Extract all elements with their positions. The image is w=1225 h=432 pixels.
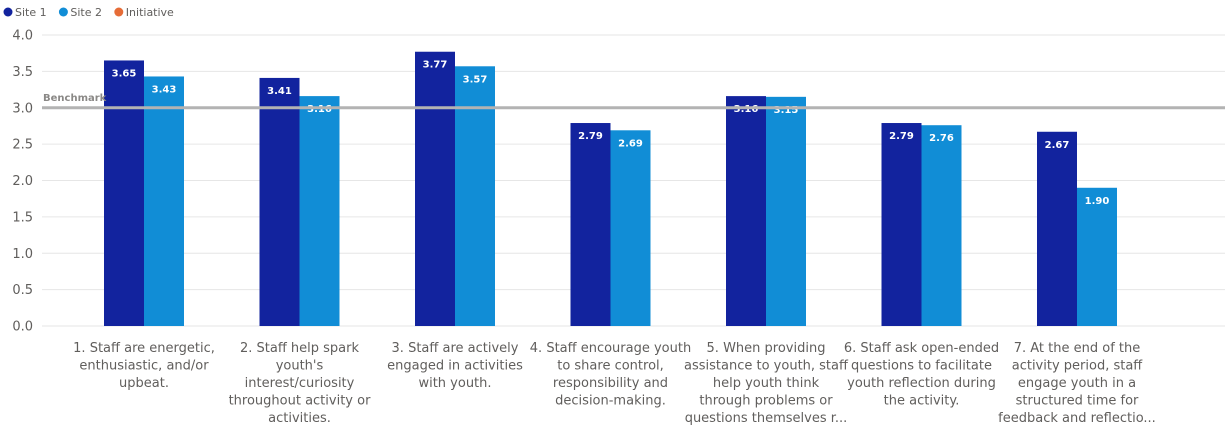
data-label-2-7: 1.90 (1085, 196, 1110, 207)
category-label-line: 5. When providing (707, 341, 826, 356)
category-label-line: help youth think (713, 376, 820, 391)
category-label-line: through problems or (699, 394, 833, 409)
category-label-line: questions to facilitate (851, 359, 992, 374)
data-label-2-1: 3.43 (152, 84, 177, 95)
category-label-line: responsibility and (553, 376, 668, 391)
bar-2-7 (1077, 187, 1117, 326)
category-label-6: 6. Staff ask open-ended questions to faci… (844, 341, 999, 409)
y-tick-label-5: 2.5 (12, 138, 33, 153)
bar-2-2 (299, 96, 340, 326)
category-label-line: 7. At the end of the (1014, 341, 1141, 356)
category-label-line: upbeat. (119, 376, 169, 391)
data-label-1-7: 2.67 (1045, 140, 1070, 151)
y-axis: 0.0 0.5 1.0 1.5 2.0 2.5 3.0 3.5 4.0 (12, 29, 33, 335)
bar-1-2 (259, 77, 300, 326)
data-label-1-3: 3.77 (423, 60, 448, 71)
legend-label-2: Initiative (126, 6, 174, 19)
bar-1-6 (881, 123, 922, 326)
bar-1-1 (104, 60, 144, 327)
category-label-line: engage youth in a (1018, 376, 1136, 391)
bar-1-7 (1037, 131, 1077, 326)
legend-marker-2 (114, 7, 124, 17)
category-label-line: assistance to youth, staff (684, 359, 849, 374)
category-label-line: throughout activity or (229, 394, 372, 409)
bar-2-6 (921, 125, 962, 327)
y-tick-label-1: 0.5 (12, 283, 33, 298)
bar-2-5 (766, 96, 806, 327)
bars: 3.65 3.43 3.41 3.16 3.77 3.57 2.79 2.69 3.16 3.15… (104, 51, 1117, 327)
category-label-line: feedback and reflectio... (998, 411, 1156, 426)
category-label-line: structured time for (1016, 394, 1139, 409)
category-label-line: activity period, staff (1012, 359, 1144, 374)
bar-2-1 (144, 76, 184, 326)
category-label-line: to share control, (557, 359, 664, 374)
category-label-3: 3. Staff are actively engaged in activiti… (387, 341, 523, 391)
legend-marker-0 (3, 7, 13, 17)
bar-2-3 (455, 66, 495, 326)
legend-label-1: Site 2 (70, 6, 102, 19)
y-tick-label-7: 3.5 (12, 65, 33, 80)
y-tick-label-3: 1.5 (12, 210, 33, 225)
y-tick-label-8: 4.0 (12, 29, 33, 44)
category-label-line: questions themselves r... (685, 411, 848, 426)
data-label-1-5: 3.16 (734, 104, 759, 115)
bar-1-3 (415, 51, 455, 327)
category-label-7: 7. At the end of the activity period, sta… (998, 341, 1156, 426)
category-label-line: 2. Staff help spark (240, 341, 360, 356)
bar-2-4 (610, 130, 651, 326)
category-label-1: 1. Staff are energetic, enthusiastic, and… (73, 341, 215, 391)
legend-label-0: Site 1 (15, 6, 47, 19)
category-label-line: engaged in activities (387, 359, 523, 374)
data-label-2-3: 3.57 (463, 74, 488, 85)
category-label-line: interest/curiosity (245, 376, 355, 391)
category-label-line: 4. Staff encourage youth (530, 341, 691, 356)
data-label-2-4: 2.69 (618, 138, 643, 149)
data-label-2-5: 3.15 (774, 105, 799, 116)
category-label-line: 1. Staff are energetic, (73, 341, 215, 356)
x-axis: 1. Staff are energetic, enthusiastic, and… (73, 341, 1156, 426)
data-label-1-4: 2.79 (578, 131, 603, 142)
category-label-2: 2. Staff help spark youth's interest/curio… (229, 341, 372, 426)
bar-1-4 (570, 123, 611, 326)
legend: Site 1 Site 2 Initiative (3, 6, 174, 19)
data-label-1-1: 3.65 (112, 68, 137, 79)
category-label-line: youth reflection during (847, 376, 996, 391)
category-label-line: 6. Staff ask open-ended (844, 341, 999, 356)
y-tick-label-2: 1.0 (12, 247, 33, 262)
benchmark-label: Benchmark (43, 93, 107, 104)
category-label-line: activities. (268, 411, 331, 426)
category-label-line: decision-making. (555, 394, 666, 409)
bar-1-5 (726, 96, 766, 326)
legend-marker-1 (58, 7, 68, 17)
y-tick-label-0: 0.0 (12, 320, 33, 335)
y-tick-label-6: 3.0 (12, 101, 33, 116)
category-label-line: youth's (276, 359, 324, 374)
category-label-line: with youth. (418, 376, 491, 391)
data-label-1-6: 2.79 (889, 131, 914, 142)
data-label-1-2: 3.41 (267, 86, 292, 97)
category-label-4: 4. Staff encourage youth to share control… (530, 341, 691, 409)
data-label-2-2: 3.16 (307, 104, 332, 115)
category-label-line: the activity. (884, 394, 960, 409)
category-label-line: 3. Staff are actively (392, 341, 519, 356)
benchmark-line: Benchmark (42, 93, 1225, 110)
y-tick-label-4: 2.0 (12, 174, 33, 189)
data-label-2-6: 2.76 (929, 133, 954, 144)
category-label-line: enthusiastic, and/or (79, 359, 209, 374)
category-label-5: 5. When providing assistance to youth, st… (684, 341, 849, 426)
